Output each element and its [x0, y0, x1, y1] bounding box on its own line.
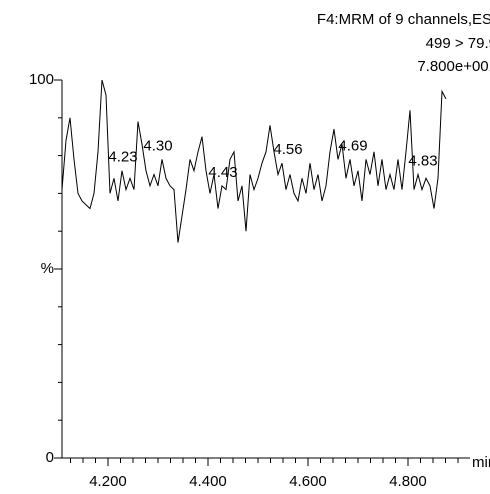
x-tick-label: 4.600 [289, 473, 327, 490]
x-tick-label: 4.200 [89, 473, 127, 490]
header-line: 7.800e+001 [417, 58, 490, 75]
header-line: 499 > 79.9 [426, 35, 490, 52]
y-tick-label: 0 [46, 449, 54, 466]
peak-label: 4.83 [408, 152, 437, 169]
y-tick-label: % [41, 260, 54, 277]
peak-label: 4.30 [143, 137, 172, 154]
peak-label: 4.43 [208, 164, 237, 181]
x-tick-label: 4.400 [189, 473, 227, 490]
peak-label: 4.23 [108, 149, 137, 166]
peak-label: 4.56 [273, 141, 302, 158]
y-tick-label: 100 [29, 71, 54, 88]
trace-line [61, 79, 447, 243]
header-line: F4:MRM of 9 channels,ES- [317, 11, 490, 28]
x-axis-label: min [472, 454, 490, 471]
peak-label: 4.69 [338, 137, 367, 154]
x-tick-label: 4.800 [389, 473, 427, 490]
